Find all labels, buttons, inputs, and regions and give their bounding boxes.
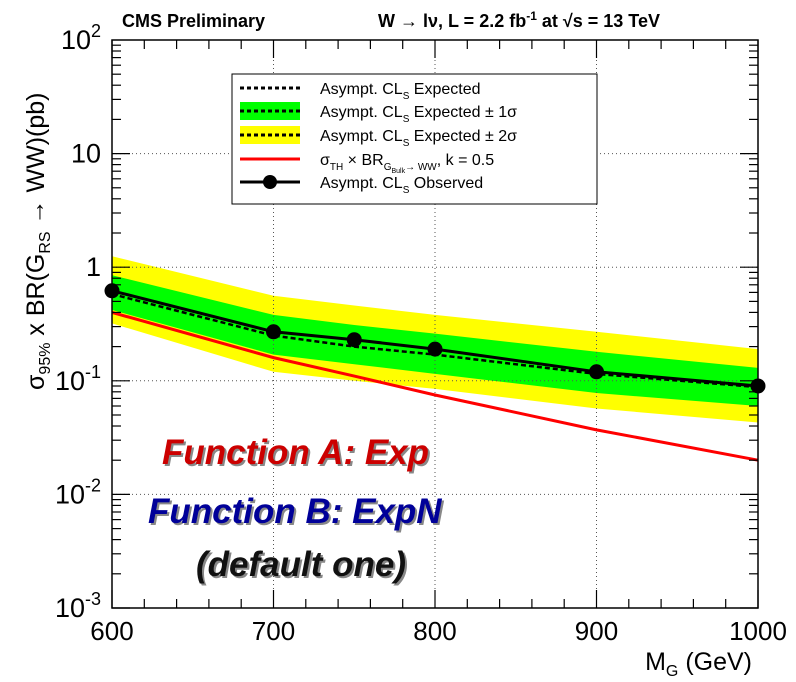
observed-point <box>427 341 443 357</box>
y-tick-label: 10-2 <box>55 475 101 509</box>
observed-point <box>589 364 604 380</box>
observed-point <box>346 332 362 348</box>
axes: 600 700 800 900 1000 10-3 10-2 10-1 1 10 102 MG (Ge… <box>22 21 787 680</box>
expected-curve <box>111 292 759 389</box>
y-tick-label: 102 <box>61 21 101 55</box>
legend-entry-label: Asympt. CLS Expected ± 2σ <box>320 128 517 149</box>
function-a-label: Function A: Exp <box>162 433 430 472</box>
y-tick-label: 1 <box>86 252 101 282</box>
legend-entry-label: Asympt. CLS Expected ± 1σ <box>320 104 517 125</box>
luminosity-energy-label: W → lν, L = 2.2 fb-1 at √s = 13 TeV <box>378 9 660 31</box>
function-b-label: Function B: ExpN <box>148 492 442 531</box>
legend-entry-label: Asympt. CLS Observed <box>320 175 483 196</box>
x-axis-title: MG (GeV) <box>645 648 752 680</box>
legend-entry-label: σTH × BRGBulk→ WW, k = 0.5 <box>320 152 494 175</box>
observed-point <box>266 324 281 340</box>
x-tick-label: 600 <box>90 616 133 646</box>
theory-curve <box>111 310 759 462</box>
y-tick-label: 10-3 <box>55 589 101 623</box>
y-tick-label: 10-1 <box>55 362 101 396</box>
legend-swatch-observed-marker <box>263 175 277 189</box>
header: CMS Preliminary W → lν, L = 2.2 fb-1 at √… <box>122 9 660 31</box>
cms-preliminary-label: CMS Preliminary <box>122 11 265 31</box>
x-tick-label: 800 <box>413 616 456 646</box>
legend-entry-label: Asympt. CLS Expected <box>320 81 481 102</box>
observed-curve <box>111 289 759 388</box>
default-label: (default one) <box>196 545 406 584</box>
y-tick-label: 10 <box>71 139 101 169</box>
x-tick-label: 1000 <box>729 616 787 646</box>
y-axis-title: σ95% x BR(GRS → WW)(pb) <box>22 93 54 390</box>
x-tick-label: 700 <box>252 616 295 646</box>
x-tick-label: 900 <box>575 616 618 646</box>
grid-lines <box>112 40 758 608</box>
